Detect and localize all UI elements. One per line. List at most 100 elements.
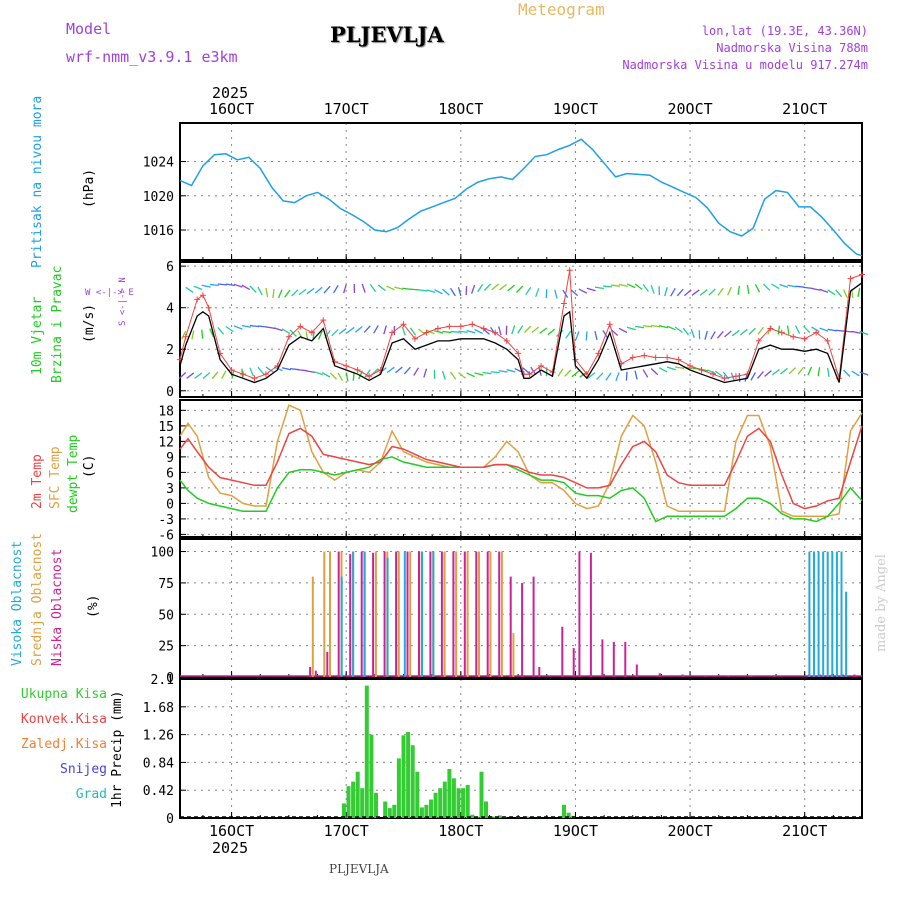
- wind-direction-arrow: [466, 329, 476, 334]
- legend-ukupna-kisa: Ukupna Kisa: [20, 687, 107, 702]
- wind-direction-arrow: [690, 328, 695, 338]
- wind-gust-marker: [492, 329, 499, 336]
- wind-direction-arrow: [714, 370, 723, 377]
- t2m-temp-line: [179, 425, 863, 510]
- mid-cloud-bar: [500, 551, 503, 677]
- legend-grad: Grad: [75, 787, 107, 802]
- legend-konvek-kisa: Konvek.Kisa: [20, 712, 107, 727]
- wind-gust-marker: [308, 329, 315, 336]
- wind-direction-arrow: [634, 283, 643, 290]
- low-cloud-bar: [418, 551, 420, 677]
- temp-ytick-label: 9: [166, 451, 174, 466]
- low-cloud-bar: [349, 554, 352, 677]
- wind-direction-arrow: [757, 326, 764, 335]
- precip-bar: [525, 816, 530, 818]
- wind-direction-arrow: [361, 283, 366, 293]
- wind-direction-arrow: [651, 324, 661, 328]
- wind-direction-arrow: [571, 370, 580, 378]
- wind-direction-arrow: [708, 288, 716, 296]
- wind-direction-arrow: [331, 329, 339, 337]
- low-cloud-bar: [440, 551, 443, 677]
- date-label-bottom: 16OCT: [209, 822, 254, 840]
- wind-direction-arrow: [727, 286, 732, 296]
- wind-direction-arrow: [490, 326, 497, 336]
- wind-direction-arrow: [811, 326, 820, 333]
- wind-direction-arrow: [318, 330, 323, 340]
- high-cloud-bar: [340, 576, 343, 677]
- wind-gust-marker: [503, 337, 510, 344]
- wind-direction-arrow: [788, 367, 796, 375]
- precip-bar: [465, 784, 470, 818]
- wind-direction-arrow: [827, 328, 837, 332]
- wind-gust-marker: [675, 356, 682, 363]
- wind-direction-arrow: [241, 284, 251, 291]
- high-cloud-bar: [403, 551, 406, 677]
- low-cloud-bar: [200, 676, 203, 677]
- low-cloud-bar: [509, 576, 512, 677]
- wind-gust-marker: [813, 329, 820, 336]
- temp-ytick-label: -3: [158, 513, 174, 528]
- wind-gust-marker: [709, 371, 716, 378]
- wind-gust-marker: [228, 367, 235, 373]
- precip-bar: [419, 807, 424, 818]
- temp-ytick-label: 0: [166, 497, 174, 512]
- wind-direction-arrow: [209, 283, 219, 287]
- wind-direction-arrow: [843, 289, 848, 299]
- mid-cloud-bar: [466, 551, 469, 677]
- wind-direction-arrow: [737, 285, 740, 295]
- wind-direction-arrow: [535, 288, 540, 298]
- wind-compass-horizontal: W <-|-> E: [85, 288, 134, 298]
- wind-gust-marker: [732, 373, 739, 380]
- wind-direction-arrow: [289, 368, 300, 371]
- wind-direction-arrow: [827, 289, 836, 296]
- wind-direction-arrow: [354, 325, 363, 333]
- wind-direction-arrow: [843, 369, 851, 377]
- wind-direction-arrow: [217, 283, 227, 286]
- wind-direction-arrow: [750, 372, 756, 381]
- wind-direction-arrow: [298, 288, 307, 296]
- wind-gust-marker: [721, 375, 728, 382]
- wind-ytick-label: 0: [166, 385, 174, 400]
- wind-direction-arrow: [699, 289, 708, 296]
- wind-direction-arrow: [265, 288, 269, 298]
- wind-gust-marker: [205, 304, 212, 311]
- wind-direction-arrow: [570, 289, 579, 297]
- wind-direction-arrow: [634, 370, 638, 380]
- wind-direction-arrow: [797, 366, 805, 375]
- high-cloud-bar: [813, 551, 815, 677]
- wind-direction-arrow: [321, 371, 331, 378]
- low-cloud-bar: [395, 551, 398, 677]
- low-cloud-bar: [819, 674, 822, 677]
- sfc-temp-line: [179, 404, 863, 518]
- legend-snijeg: Snijeg: [60, 762, 107, 777]
- wind-direction-arrow: [394, 286, 404, 290]
- wind-direction-arrow: [704, 330, 708, 340]
- precip-bar: [447, 769, 452, 818]
- wind-direction-arrow: [273, 327, 283, 332]
- mid-cloud-bar: [489, 551, 492, 677]
- wind-direction-arrow: [771, 283, 780, 290]
- temp-ytick-label: 18: [158, 404, 174, 419]
- wind-direction-arrow: [817, 367, 821, 377]
- date-label-bottom: 21OCT: [782, 822, 827, 840]
- low-cloud-bar: [681, 674, 684, 677]
- wind-direction-arrow: [401, 326, 406, 336]
- wind-direction-arrow: [178, 372, 187, 380]
- wind-direction-arrow: [498, 326, 502, 336]
- pressure-panel-frame: [179, 122, 863, 261]
- temp-ytick-label: 6: [166, 466, 174, 481]
- wind-gust-marker: [400, 321, 407, 328]
- precip-bar: [351, 781, 356, 818]
- wind-direction-arrow: [185, 286, 194, 293]
- high-cloud-bar: [363, 551, 366, 677]
- wind-direction-arrow: [554, 289, 558, 299]
- wind-direction-arrow: [506, 368, 516, 373]
- wind-direction-arrow: [596, 372, 604, 380]
- wind-gust-marker: [285, 333, 292, 340]
- wind-speed-line: [179, 282, 863, 384]
- low-cloud-bar: [589, 552, 592, 677]
- wind-direction-arrow: [306, 287, 315, 295]
- precip-bar: [374, 792, 378, 818]
- meteogram-label: Meteogram: [518, 0, 605, 19]
